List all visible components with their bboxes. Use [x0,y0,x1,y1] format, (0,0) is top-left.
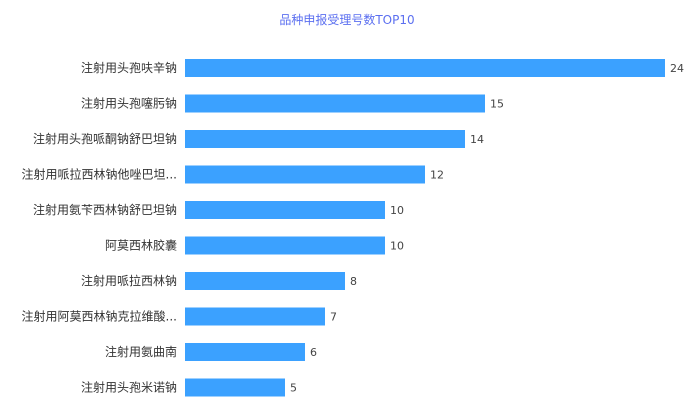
bar[interactable] [185,165,425,184]
bar[interactable] [185,343,305,361]
data-label: 24 [670,62,684,75]
data-label: 12 [430,169,444,182]
bar[interactable] [185,378,285,397]
data-label: 10 [390,240,404,253]
data-label: 14 [470,133,484,146]
bar[interactable] [185,59,665,77]
data-label: 6 [310,346,317,359]
data-label: 8 [350,275,357,288]
chart-title: 品种申报受理号数TOP10 [279,12,414,27]
data-label: 10 [390,204,404,217]
category-label: 注射用头孢米诺钠 [81,380,177,395]
category-label: 注射用头孢噻肟钠 [81,96,177,111]
category-label: 阿莫西林胶囊 [105,238,177,253]
data-label: 15 [490,98,504,111]
data-label: 5 [290,382,297,395]
category-label: 注射用头孢呋辛钠 [81,60,177,75]
bar[interactable] [185,130,465,148]
bar[interactable] [185,236,385,255]
category-label: 注射用哌拉西林钠 [81,273,177,288]
bar[interactable] [185,307,325,326]
category-label: 注射用哌拉西林钠他唑巴坦... [22,167,177,182]
bar[interactable] [185,201,385,219]
bar[interactable] [185,272,345,290]
bar[interactable] [185,94,485,113]
category-label: 注射用氨苄西林钠舒巴坦钠 [33,202,177,217]
category-label: 注射用氨曲南 [105,344,177,359]
category-label: 注射用阿莫西林钠克拉维酸... [22,309,177,324]
category-label: 注射用头孢哌酮钠舒巴坦钠 [33,131,177,146]
data-label: 7 [330,311,337,324]
